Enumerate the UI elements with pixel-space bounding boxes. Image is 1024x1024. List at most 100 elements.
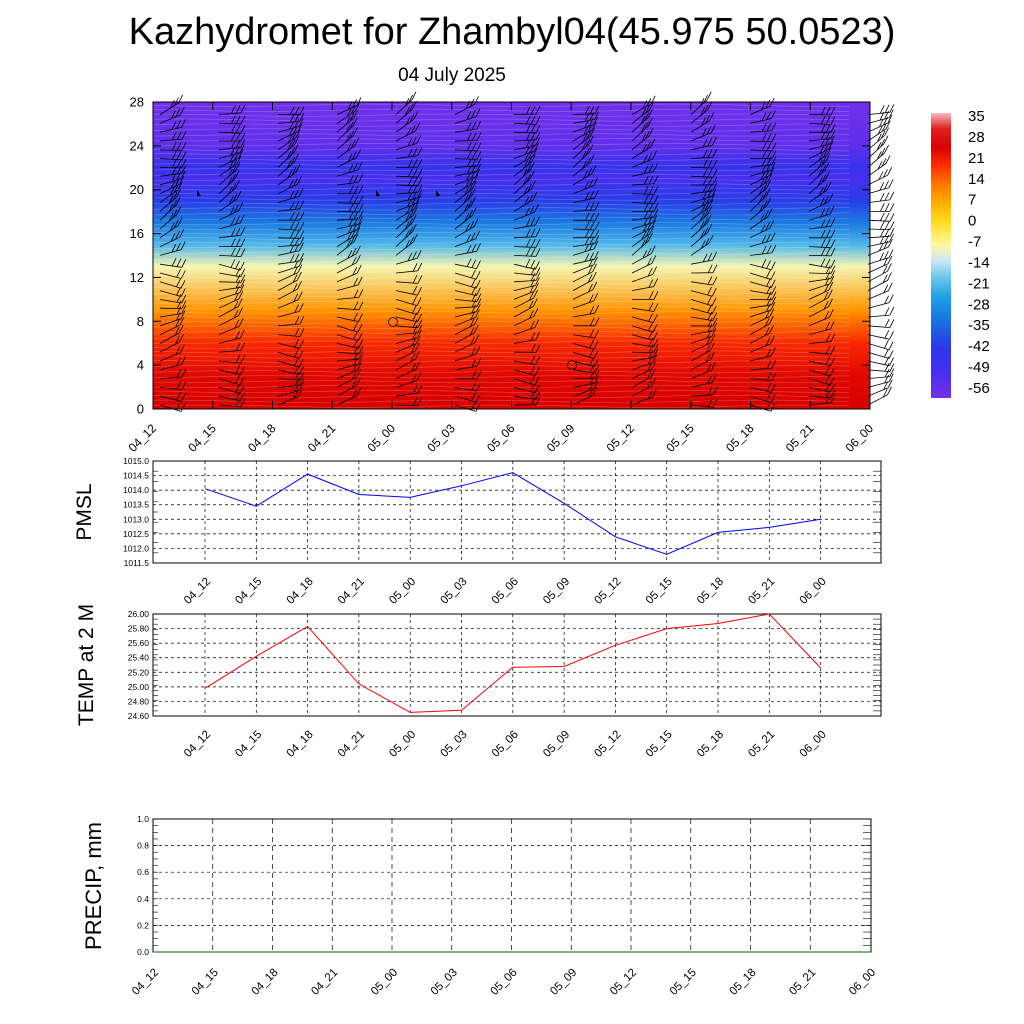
- wind-barb: [867, 330, 894, 340]
- wind-barb: [631, 291, 659, 300]
- wind-barb: [749, 162, 776, 177]
- temperature-contour: [152, 330, 850, 334]
- wind-barb: [277, 242, 304, 256]
- wind-barb: [572, 364, 600, 374]
- wind-barb: [159, 131, 187, 142]
- wind-barb: [277, 175, 303, 195]
- wind-barb: [631, 185, 659, 195]
- wind-barb: [159, 287, 186, 297]
- cross-section-panel: 0 4 8 12 16 20 24 28 04_12 04_15 04_18 04_21 05_00 0…: [126, 91, 895, 455]
- wind-barb: [395, 262, 423, 274]
- y-tick-label: 0.8: [137, 841, 149, 851]
- wind-barb: [218, 267, 246, 278]
- wind-barb: [572, 271, 597, 291]
- y-tick-label: 1013.5: [123, 500, 149, 510]
- wind-barb: [218, 318, 244, 335]
- wind-barb: [867, 363, 895, 372]
- wind-barb: [572, 235, 600, 247]
- colorbar-label: 21: [968, 150, 985, 167]
- wind-barb: [218, 375, 245, 386]
- temperature-contour: [152, 217, 850, 221]
- panel-frame: [152, 613, 882, 717]
- wind-barb: [160, 159, 187, 168]
- wind-barb: [867, 179, 894, 195]
- wind-barb: [572, 116, 599, 133]
- x-tick-label: 05_12: [592, 576, 623, 607]
- wind-barb: [395, 324, 423, 335]
- temperature-contour: [152, 365, 850, 369]
- colorbar-label: 7: [968, 192, 976, 209]
- temperature-contour: [152, 246, 849, 250]
- wind-barb: [690, 91, 712, 115]
- y-tick-label: 20: [130, 182, 144, 197]
- temperature-contour: [152, 236, 850, 241]
- x-tick-label: 04_12: [182, 576, 213, 607]
- wind-barb: [690, 193, 716, 212]
- temperature-contour: [152, 301, 850, 305]
- x-tick-label: 05_21: [746, 729, 777, 760]
- wind-barb: [631, 163, 658, 177]
- colorbar-label: -14: [968, 254, 990, 271]
- wind-barb: [631, 322, 658, 333]
- wind-barb: [218, 247, 246, 257]
- wind-barb: [277, 118, 304, 133]
- wind-barb: [867, 255, 893, 274]
- wind-barb: [218, 124, 246, 134]
- wind-barb: [690, 342, 715, 362]
- wind-barb: [513, 216, 540, 230]
- wind-barb: [749, 335, 775, 353]
- temperature-contour: [152, 345, 850, 349]
- wind-barb: [749, 156, 777, 168]
- x-tick-label: 05_12: [592, 729, 623, 760]
- wind-barb: [749, 220, 775, 239]
- wind-barb: [749, 308, 775, 327]
- y-tick-label: 0.0: [137, 947, 149, 957]
- y-tick-label: 25.00: [128, 682, 150, 692]
- x-tick-label: 05_12: [604, 421, 638, 455]
- wind-barb: [218, 342, 246, 353]
- calm-wind-marker: [388, 317, 398, 327]
- wind-barb: [631, 388, 657, 406]
- wind-barb: [749, 296, 777, 309]
- temperature-contour: [152, 286, 850, 290]
- wind-barb: [513, 366, 540, 376]
- wind-barb: [631, 344, 659, 353]
- wind-barb: [159, 175, 185, 195]
- wind-barb: [218, 290, 244, 309]
- x-tick-label: 05_09: [541, 576, 572, 607]
- wind-barb: [690, 101, 713, 124]
- wind-barb: [808, 281, 834, 300]
- series-line: [204, 472, 821, 555]
- wind-barb: [631, 255, 657, 274]
- y-axis-label: PMSL: [73, 483, 96, 540]
- temperature-contour: [152, 266, 850, 270]
- wind-barb: [395, 184, 423, 195]
- wind-barb: [513, 272, 541, 283]
- colorbar: 35 28 21 14 7 0 -7 -14 -21 -28 -35 -42 -49 -56: [931, 108, 990, 398]
- wind-barb: [631, 214, 658, 230]
- y-tick-label: 0.6: [137, 867, 149, 877]
- wind-barb: [808, 356, 835, 367]
- wind-barb: [808, 181, 832, 203]
- wind-barb: [749, 122, 777, 133]
- wind-barb: [395, 91, 417, 115]
- x-tick-label: 05_18: [728, 967, 759, 998]
- wind-barb: [395, 305, 422, 315]
- wind-barb: [749, 393, 776, 403]
- y-tick-label: 24: [130, 138, 144, 153]
- wind-barb: [336, 226, 361, 247]
- wind-barb: [572, 339, 599, 350]
- wind-barb: [277, 382, 304, 397]
- wind-barb: [454, 303, 481, 318]
- wind-barb: [631, 360, 657, 379]
- temperature-contour: [152, 162, 850, 167]
- wind-barb: [867, 340, 894, 351]
- x-tick-label: 06_00: [798, 729, 829, 760]
- x-tick-label: 05_18: [695, 729, 726, 760]
- wind-barb: [454, 269, 481, 280]
- wind-barb: [572, 305, 600, 318]
- wind-barb: [159, 170, 186, 186]
- wind-barb: [277, 144, 299, 168]
- wind-barb: [690, 276, 718, 286]
- wind-barb: [218, 180, 240, 203]
